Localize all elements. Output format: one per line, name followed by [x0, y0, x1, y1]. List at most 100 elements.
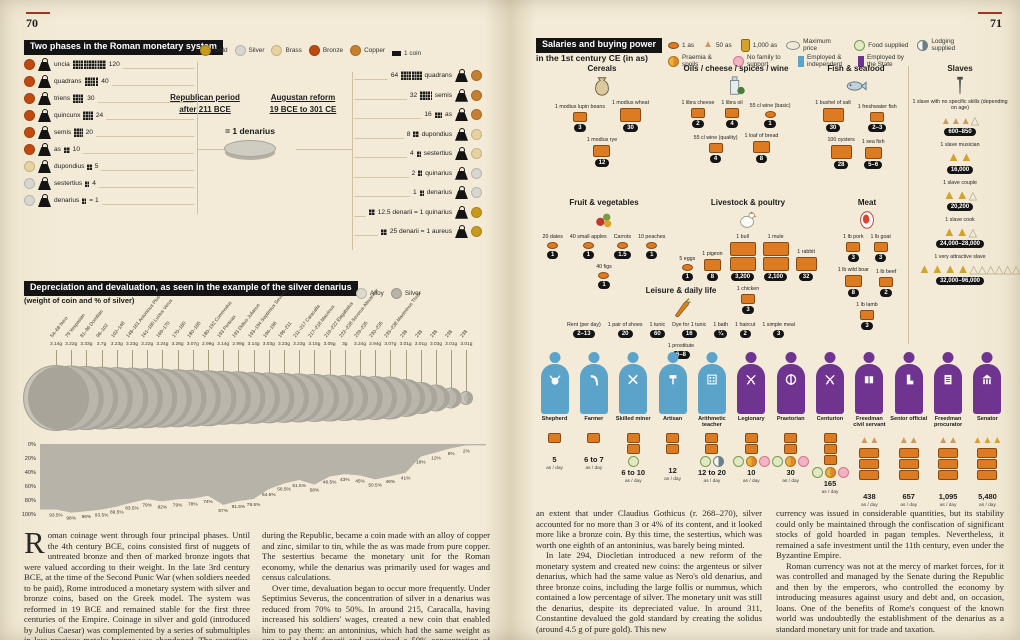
metal-legend: Gold Silver Brass Bronze Copper 1 coin	[200, 43, 480, 61]
metal-dot	[471, 226, 482, 238]
coin-weight-label: 3.23g	[125, 342, 139, 347]
price-value: 4	[709, 155, 722, 164]
decorative-element	[826, 374, 835, 383]
denomination-value: 16	[424, 111, 432, 119]
pile-icon: ▲	[972, 435, 983, 446]
hammer-icon	[669, 375, 677, 385]
emperor-label: 161–180 Lucius Verus	[141, 298, 175, 339]
denomination-value: 24	[95, 112, 104, 119]
denarius-coin	[353, 376, 398, 420]
coin-weight-label: 3.07g	[384, 342, 397, 347]
profession-name: Arithmetic teacher	[698, 416, 726, 429]
wage-stack-icon	[626, 433, 640, 454]
weight-tick	[71, 350, 73, 367]
weight-icon	[38, 160, 51, 173]
metal-dot	[24, 178, 35, 189]
leader-line	[111, 77, 194, 86]
coin-stack-icon	[380, 228, 387, 235]
weight-tick	[436, 350, 437, 386]
jar-icon	[740, 38, 750, 52]
decorative-element	[831, 381, 835, 385]
denomination-value: 120	[108, 61, 120, 68]
profession: Freedman civil servant ▲▲ 438 as / day	[851, 352, 888, 508]
denarius-coin	[70, 366, 134, 430]
profession: Freedman procurator ▲▲ 1,095 as / day	[930, 352, 967, 508]
coin-block	[703, 259, 721, 272]
coin-block	[626, 444, 640, 454]
denarius-coin	[164, 369, 222, 427]
price-item: 40 small apples 1	[570, 234, 607, 260]
slave-piles-icon: ▲▲▲△	[941, 112, 979, 127]
slaves-divider	[908, 66, 909, 344]
coin-weight-label: 3.22g	[141, 342, 154, 347]
coin-block	[859, 448, 880, 459]
weight-icon	[455, 89, 468, 102]
price-item: Dye for 1 tunic 16	[672, 322, 706, 339]
slave-label: 1 slave cook	[945, 216, 975, 223]
weight-tick	[466, 350, 468, 392]
coin-block	[864, 147, 882, 160]
section-items: 1 bushel of salt 30 1 freshwater fish 2–3 10…	[808, 100, 904, 170]
price-label: 20 dates	[542, 234, 563, 240]
price-stack-icon	[870, 112, 885, 123]
wage-unit: as / day	[703, 478, 721, 484]
coin-stack-icon	[368, 209, 375, 216]
decorative-element	[709, 380, 712, 383]
price-item: Carrots 1.5	[614, 234, 631, 260]
price-value: 2	[692, 120, 704, 129]
price-label: 1 pair of shoes	[607, 322, 643, 328]
devaluation-subtitle: (weight of coin and % of silver)	[24, 296, 135, 305]
denarius-coin	[101, 367, 163, 429]
wage-perks	[699, 456, 724, 467]
decorative-element	[748, 374, 756, 383]
denomination-name: semis	[54, 129, 72, 136]
legend-item: 1,000 as	[740, 38, 777, 52]
coin-block	[690, 108, 705, 119]
metal-dot	[24, 110, 35, 121]
profession-name: Artisan	[662, 416, 683, 422]
coin-stack-icon	[83, 111, 93, 120]
silver-swatch	[234, 45, 246, 56]
weight-icon	[455, 69, 468, 82]
coin-block	[705, 433, 719, 443]
price-label: 1 bushel of salt	[815, 100, 851, 106]
pile-icon: △	[969, 264, 978, 277]
decorative-element	[846, 81, 863, 91]
legend-item: No family to support	[733, 54, 789, 68]
leader-line	[106, 111, 194, 120]
decorative-element	[989, 379, 992, 385]
slave-entry: 1 slave cook ▲▲△ 24,000–28,000	[912, 216, 1008, 249]
coin-block	[725, 108, 740, 119]
price-stack-icon	[620, 108, 642, 123]
pile-icon: ▲	[950, 116, 961, 128]
price-stack-icon	[725, 108, 740, 119]
legend-item: 1 as	[668, 41, 694, 49]
price-label: 10 peaches	[638, 234, 666, 240]
food-icon	[854, 39, 866, 51]
coin-block	[870, 112, 885, 123]
silver-percent-label: 43%	[340, 477, 350, 483]
page-number-left: 70	[26, 12, 50, 31]
figure-body	[540, 364, 569, 414]
coin-block	[977, 470, 998, 481]
legend-label: Alloy	[370, 290, 384, 297]
denomination-value: 32	[409, 91, 418, 99]
profession-name: Freedman procurator	[933, 416, 963, 429]
metal-dot	[471, 89, 482, 101]
coin-block	[705, 444, 719, 454]
coin-block	[898, 459, 919, 470]
wage-value: 30	[786, 468, 795, 477]
denomination-row: 8 dupondius	[354, 125, 482, 145]
denomination-row: as 10	[24, 141, 194, 158]
republican-list: uncia 120 quadrans 40 triens 30 quincunx 24 semi…	[24, 56, 194, 209]
metal-dot	[471, 109, 482, 121]
book-icon	[865, 376, 874, 384]
emperor-label: 229–235	[354, 321, 370, 339]
weight-tick	[132, 350, 133, 369]
pile-icon: △	[994, 264, 1004, 277]
figure-head	[667, 352, 679, 363]
denomination-row: 64 quadrans	[354, 66, 482, 86]
price-item: 1 libra oil 4	[721, 100, 743, 129]
praemia-icon	[745, 456, 757, 467]
price-item: 1 bath ¼	[713, 322, 728, 339]
